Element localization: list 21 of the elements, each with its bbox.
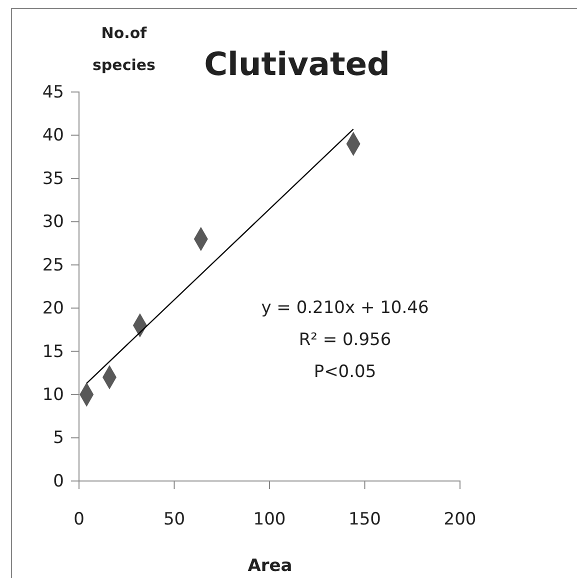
y-tick-label: 0: [53, 471, 64, 492]
annotation: y = 0.210x + 10.46: [261, 298, 429, 318]
y-tick-label: 10: [42, 384, 64, 405]
x-tick-label: 100: [253, 509, 286, 530]
y-tick-label: 15: [42, 342, 64, 362]
y-tick-label: 35: [42, 168, 64, 189]
y-tick-label: 5: [53, 428, 64, 448]
x-tick-label: 200: [444, 509, 476, 530]
x-axis-title: Area: [248, 556, 292, 576]
x-tick-label: 150: [348, 509, 381, 530]
y-tick-label: 20: [42, 298, 64, 319]
x-tick-label: 50: [163, 509, 186, 530]
y-axis-title: No.of species: [92, 24, 156, 74]
annotation: R² = 0.956: [298, 330, 392, 350]
y-tick-label: 40: [42, 126, 64, 146]
y-tick-label: 45: [42, 82, 64, 102]
chart-title: Clutivated: [204, 45, 390, 83]
y-tick-label: 30: [42, 212, 64, 232]
annotation: P<0.05: [314, 362, 376, 382]
y-tick-label: 25: [42, 255, 64, 276]
x-tick-label: 0: [74, 509, 84, 530]
